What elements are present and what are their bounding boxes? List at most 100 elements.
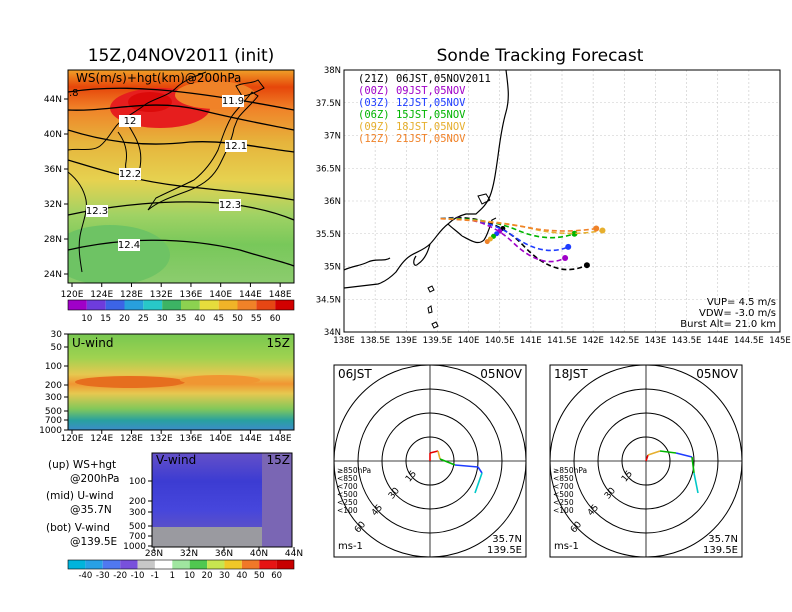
contour-label: 11.9 [222,96,244,107]
track-y-tick-label: 35N [324,263,341,273]
level-legend-entry: ≥850hPa [337,466,371,475]
uv-colorbar-swatch [172,560,190,569]
v-wind-north-band [262,453,292,547]
legend-entry: (06Z) 15JST,05NOV [358,109,466,121]
track-y-tick-label: 36N [324,197,341,207]
ws-colorbar-swatch [86,300,106,310]
hodograph-time: 06JST [338,367,372,381]
ws-colorbar-swatch [237,300,257,310]
ws-colorbar-label: 20 [119,314,130,324]
hodograph-trace-segment [647,450,661,456]
height-contour-11-9 [68,87,294,111]
ws-colorbar-swatch [218,300,238,310]
level-legend-entry: <100 [337,506,358,515]
coastline-honshu [447,70,509,237]
hodograph-trace-segment [454,464,479,468]
map-corner-value: .8 [69,88,79,99]
panel-notes: (up) WS+hgt @200hPa (mid) U-wind @35.7N … [46,459,120,548]
track-y-tick-label: 34N [324,328,341,338]
legend-entry: (00Z) 09JST,05NOV [358,85,466,97]
coastline-continent [68,71,207,151]
u-wind-y-tick-label: 200 [45,381,62,391]
hodograph-lon: 139.5E [703,545,738,556]
height-contour-12-2 [68,159,294,201]
map-frame [67,69,295,284]
map-y-tick-label: 28N [44,235,62,245]
hodograph-trace-segment [675,452,693,458]
uv-colorbar-label: -1 [151,571,159,581]
note-mid-b: @35.7N [70,504,112,516]
uv-colorbar-swatch [207,560,225,569]
track-y-tick-label: 35.5N [316,230,341,240]
param-vup: VUP= 4.5 m/s [707,297,776,308]
v-wind-x-tick-label: 32N [180,549,198,559]
legend-utc: (00Z) [358,85,396,97]
height-contour-12-4 [68,239,294,267]
legend-entry: (21Z) 06JST,05NOV2011 [358,73,491,85]
u-wind-x-tick-label: 120E [61,434,84,444]
ws-colorbar-label: 10 [81,314,92,324]
hodograph-trace-segment [474,472,483,494]
u-wind-y-tick-label: 500 [45,407,62,417]
track-y-tick-label: 36.5N [316,164,341,174]
u-wind-x-tick-label: 124E [90,434,113,444]
v-wind-x-axis: 28N 32N 36N 40N 44N [145,547,303,559]
level-legend-entry: <700 [337,482,358,491]
coastline-japan [147,91,259,211]
v-wind-x-tick-label: 44N [285,549,303,559]
launch-time-legend: (21Z) 06JST,05NOV2011(00Z) 09JST,05NOV(0… [358,73,491,145]
note-bot-a: (bot) V-wind [46,522,110,534]
right-panel-title: Sonde Tracking Forecast [437,46,644,66]
track-x-tick-label: 138.5E [360,336,390,346]
hodograph-trace-segment [439,458,456,466]
u-wind-jet-core [75,376,185,388]
ws-colorbar-label: 15 [100,314,111,324]
legend-jst: 06JST,05NOV2011 [396,73,491,85]
hodograph-unit: ms-1 [338,541,363,552]
legend-utc: (21Z) [358,73,396,85]
track-y-tick-label: 37N [324,132,341,142]
track-x-tick-label: 139E [395,336,417,346]
legend-jst: 09JST,05NOV [396,85,466,97]
map-y-tick-label: 32N [44,200,62,210]
contour-label: 12 [124,116,137,127]
note-bot-b: @139.5E [70,536,117,548]
hodograph-trace-segment [693,472,699,494]
level-legend-entry: <850 [553,474,574,483]
ws-colorbar-label: 55 [251,314,262,324]
sonde-trajectories [440,216,606,271]
level-legend-entry: <700 [553,482,574,491]
coastline-izu [413,243,431,266]
ws-colorbar-label: 60 [270,314,281,324]
v-wind-y-tick-label: 1000 [123,542,146,552]
uv-colorbar-label: -30 [96,571,110,581]
ws-colorbar-swatch [199,300,219,310]
track-x-axis: 138E 138.5E 139E 139.5E 140E 140.5E 141E 141.5E… [333,336,791,346]
hodograph-date: 05NOV [480,367,522,381]
trajectory-endpoint [565,243,572,250]
v-wind-x-tick-label: 36N [215,549,233,559]
ws-colorbar-label: 25 [138,314,149,324]
v-wind-x-tick-label: 40N [250,549,268,559]
trajectory-endpoint [571,230,578,237]
uv-colorbar-swatch [241,560,260,569]
ws-colorbar-label: 40 [194,314,205,324]
uv-colorbar-label: 1 [170,571,175,581]
island-oshima [427,285,435,293]
height-contour-12 [68,104,294,131]
hodograph-trace-segment [437,450,441,460]
uv-colorbar-label: 30 [219,571,230,581]
hodograph-trace-segment [477,466,483,474]
ws-colorbar-swatch [256,300,276,310]
level-legend-entry: <500 [337,490,358,499]
island-niijima [427,305,433,314]
note-mid-a: (mid) U-wind [46,490,114,502]
contour-label-box [222,95,244,107]
v-wind-label: V-wind [156,453,196,467]
hodograph-unit: ms-1 [554,541,579,552]
